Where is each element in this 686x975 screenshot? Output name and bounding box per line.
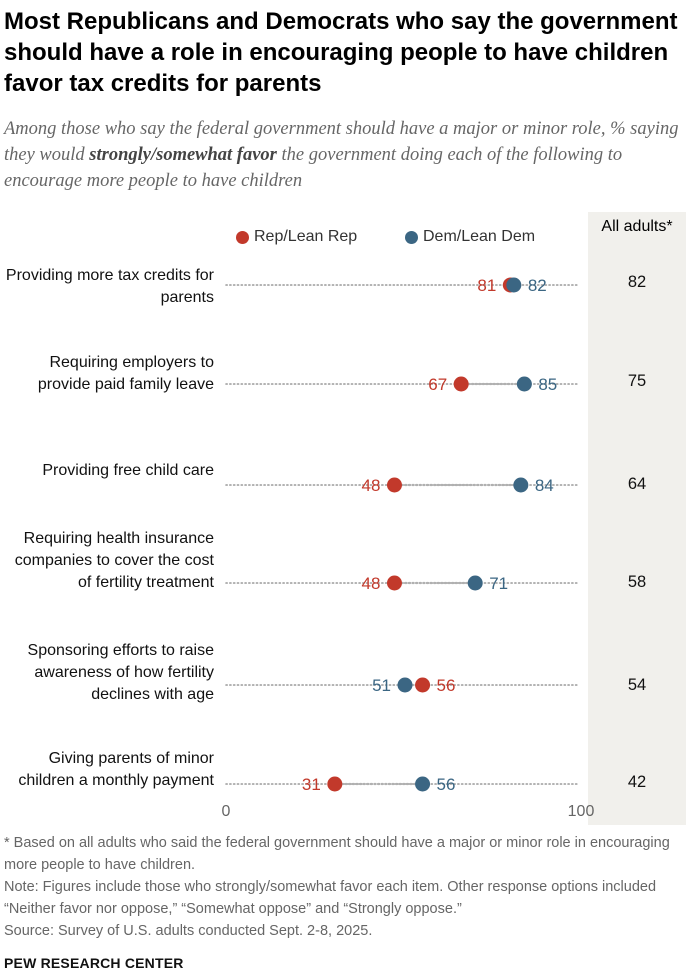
brand-logo-text: PEW RESEARCH CENTER [4, 955, 184, 971]
legend-dem-dot [405, 230, 418, 244]
x-tick-label: 0 [222, 803, 231, 820]
dem-dot [516, 376, 532, 392]
source: Source: Survey of U.S. adults conducted … [4, 923, 373, 939]
chart-notes: * Based on all adults who said the feder… [4, 832, 686, 942]
row-label-tax-credits: Providing more tax credits for parents [5, 267, 214, 306]
footnote: * Based on all adults who said the feder… [4, 835, 670, 873]
subtitle-text-start: Among those who say the federal governme… [4, 119, 679, 165]
rep-value-label: 81 [477, 276, 496, 295]
subtitle-emphasis: strongly/somewhat favor [89, 145, 277, 165]
legend-item-dem: Dem/Lean Dem [405, 226, 535, 248]
legend-dem-label: Dem/Lean Dem [423, 228, 536, 245]
rep-dot [453, 376, 469, 392]
dem-value-label: 85 [538, 375, 557, 394]
all-adults-value: 75 [627, 372, 647, 390]
all-adults-value: 82 [627, 273, 647, 291]
all-adults-value: 42 [627, 773, 647, 791]
dot-plot: 81 82 67 85 48 84 48 71 56 51 31 56 0 100 [222, 276, 595, 820]
chart-title: Most Republicans and Democrats who say t… [4, 8, 678, 97]
rep-dot [327, 776, 343, 792]
dem-dot [513, 477, 529, 493]
all-adults-value: 64 [627, 475, 647, 493]
dem-dot [397, 677, 413, 693]
rep-dot [386, 575, 402, 591]
rep-value-label: 48 [362, 476, 381, 495]
rep-value-label: 67 [428, 375, 447, 394]
chart-subtitle: Among those who say the federal governme… [4, 116, 684, 194]
all-adults-header: All adults* [601, 218, 673, 235]
all-adults-value: 54 [627, 676, 647, 694]
rep-value-label: 48 [362, 574, 381, 593]
dem-dot [467, 575, 483, 591]
all-adults-value: 58 [627, 573, 647, 591]
dem-value-label: 84 [535, 476, 554, 495]
row-label-paid-leave: Requiring employers to provide paid fami… [37, 354, 214, 393]
rep-dot [415, 677, 431, 693]
row-label-fertility-awareness: Sponsoring efforts to raise awareness of… [27, 642, 214, 703]
dem-value-label: 51 [372, 676, 391, 695]
legend-item-rep: Rep/Lean Rep [236, 226, 357, 248]
dem-value-label: 71 [489, 574, 508, 593]
x-tick-label: 100 [568, 803, 595, 820]
dem-value-label: 82 [528, 276, 547, 295]
legend-rep-dot [236, 230, 249, 244]
row-label-monthly-payment: Giving parents of minor children a month… [18, 750, 214, 789]
legend-rep-label: Rep/Lean Rep [254, 228, 358, 245]
dem-dot [415, 776, 431, 792]
dem-dot [506, 277, 522, 293]
all-adults-panel [588, 212, 686, 825]
rep-dot [386, 477, 402, 493]
row-label-child-care: Providing free child care [42, 462, 214, 479]
note: Note: Figures include those who strongly… [4, 879, 657, 917]
subtitle-text-end: the government doing each of the followi… [4, 145, 623, 191]
dem-value-label: 56 [437, 775, 456, 794]
rep-value-label: 56 [437, 676, 456, 695]
row-label-fertility-treatment: Requiring health insurance companies to … [14, 530, 214, 591]
rep-value-label: 31 [302, 775, 321, 794]
